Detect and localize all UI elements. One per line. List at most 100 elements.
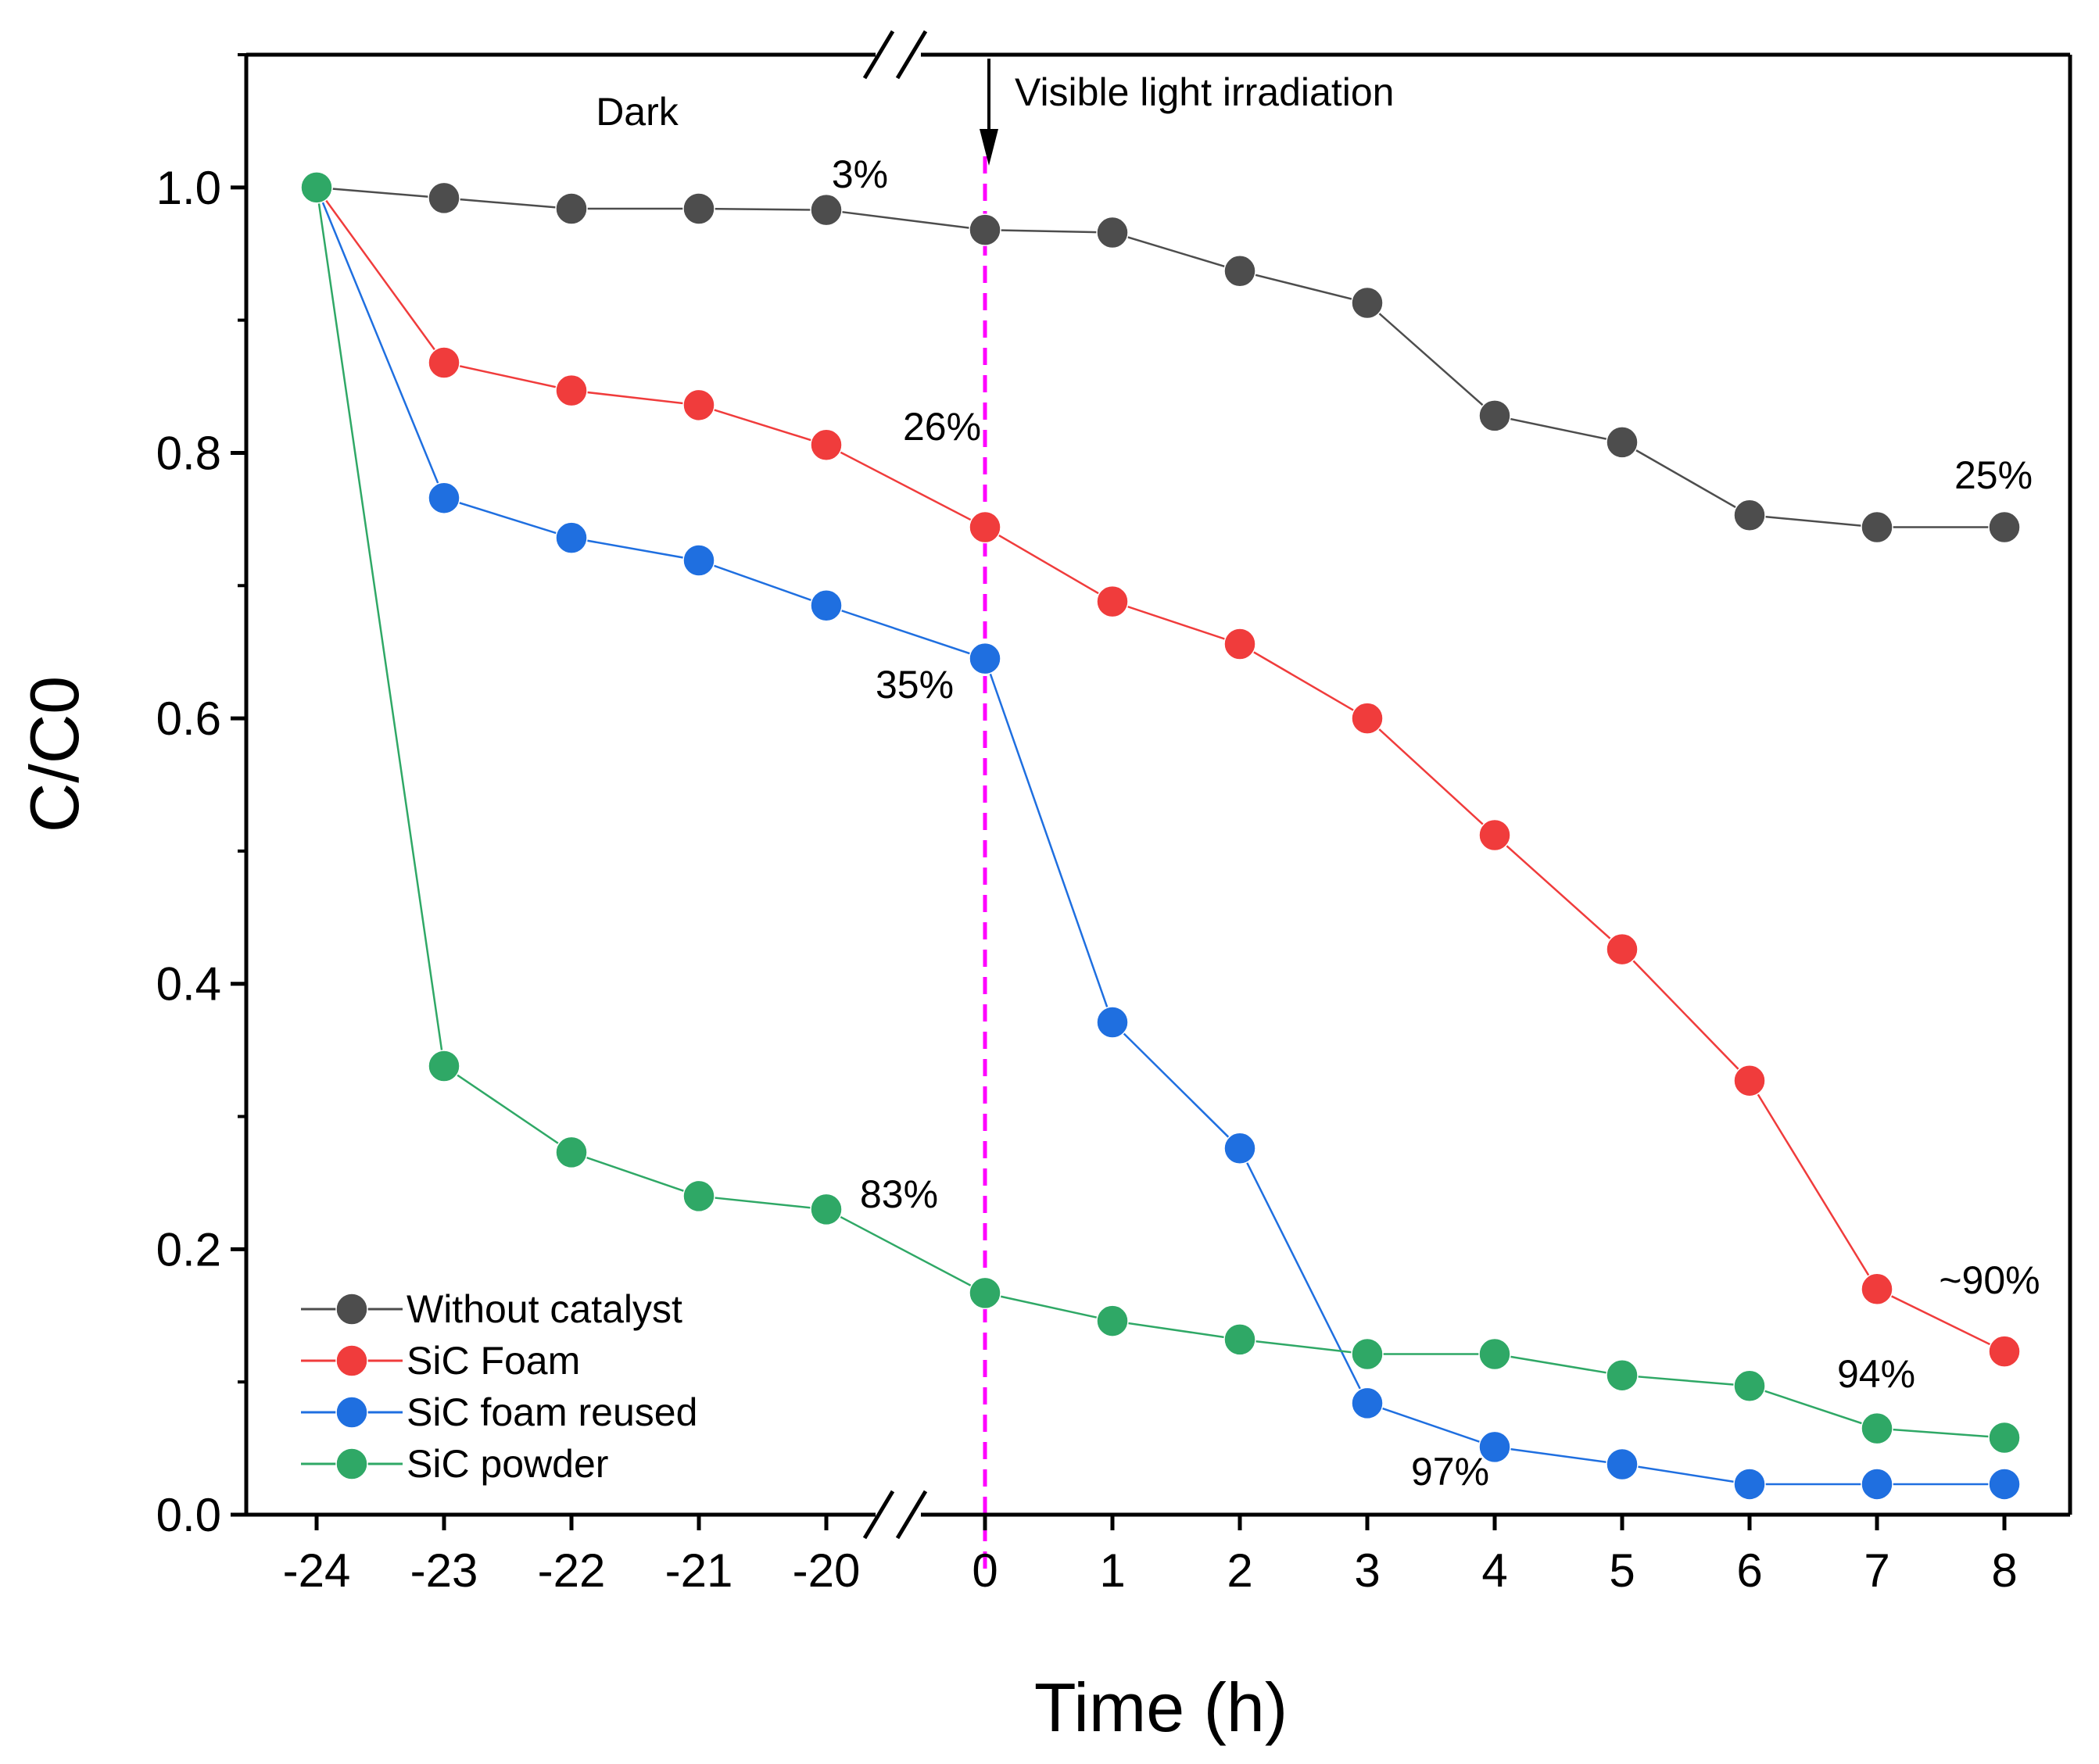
annotation-label: 3% — [832, 152, 888, 196]
series-2-point — [555, 374, 588, 407]
legend-label: SiC powder — [407, 1442, 608, 1486]
x-tick-label: -21 — [665, 1544, 733, 1597]
series-4-point — [1478, 1337, 1511, 1371]
series-4-point — [1351, 1337, 1384, 1371]
x-tick-label: 8 — [1991, 1544, 2017, 1597]
annotation-label: 94% — [1837, 1352, 1915, 1396]
series-4-point — [428, 1050, 460, 1082]
series-1-point — [1988, 510, 2021, 544]
light-region-label: Visible light irradiation — [1015, 70, 1394, 114]
series-1-point — [1096, 216, 1129, 249]
legend: Without catalyst SiC Foam SiC foam reused S… — [301, 1287, 697, 1486]
series-3-point — [555, 521, 588, 554]
legend-swatch-marker — [335, 1396, 368, 1429]
series-4-point — [1096, 1304, 1129, 1337]
annotation-label: 83% — [860, 1172, 938, 1216]
legend-swatch-marker — [335, 1344, 368, 1377]
series-2-point — [1861, 1272, 1893, 1306]
series-3-point — [1351, 1387, 1384, 1420]
dark-region-label: Dark — [596, 90, 679, 134]
x-tick-label: -22 — [538, 1544, 606, 1597]
series-4-point — [1223, 1323, 1256, 1356]
y-tick-label: 1.0 — [156, 162, 221, 214]
series-4-point — [969, 1276, 1001, 1310]
legend-swatch-marker — [335, 1293, 368, 1326]
x-tick-label: 4 — [1481, 1544, 1507, 1597]
series-2-point — [1351, 702, 1384, 735]
tick-labels: 0.0 0.2 0.4 0.6 0.8 1.0 -24 -23 -22 -21 -20 0 1 2 3 4 5 6… — [156, 162, 2018, 1597]
series-2-point — [1096, 585, 1129, 618]
series-3-point — [1223, 1132, 1256, 1165]
series-3-point — [682, 544, 715, 577]
series-3-point — [1861, 1468, 1893, 1501]
y-tick-label: 0.0 — [156, 1489, 221, 1541]
series-3-point — [1733, 1468, 1766, 1501]
series-1-point — [682, 192, 715, 225]
x-tick-label: 2 — [1227, 1544, 1252, 1597]
series-4-point — [810, 1193, 843, 1226]
series-3-point — [428, 481, 460, 514]
series-3-point — [1096, 1006, 1129, 1039]
series-line-3 — [315, 187, 2004, 1486]
series-2-point — [969, 510, 1001, 544]
series-2-point — [428, 346, 460, 379]
series-4-point — [682, 1179, 715, 1213]
series-2-point — [682, 388, 715, 422]
series-4-point — [555, 1136, 588, 1169]
x-tick-label: 7 — [1864, 1544, 1889, 1597]
legend-label: SiC foam reused — [407, 1390, 697, 1434]
annotation-label: ~90% — [1939, 1258, 2040, 1302]
legend-swatch-marker — [335, 1447, 368, 1480]
x-axis-break-mark-2 — [895, 1490, 928, 1540]
x-axis-title: Time (h) — [1034, 1669, 1288, 1746]
x-tick-label: -20 — [793, 1544, 861, 1597]
x-tick-label: 1 — [1099, 1544, 1125, 1597]
reference-line-group — [980, 59, 998, 1571]
series-4-point — [1606, 1358, 1639, 1392]
annotations: 3% 26% 35% 83% 25% ~90% 94% 97% — [832, 152, 2040, 1494]
x-tick-label: 6 — [1736, 1544, 1762, 1597]
series-line-2 — [315, 187, 2005, 1353]
series-3-point — [810, 589, 843, 622]
y-tick-label: 0.6 — [156, 692, 221, 745]
y-tick-label: 0.4 — [156, 958, 221, 1011]
series-1-point — [810, 193, 843, 227]
top-axis-break-mark-1 — [862, 30, 895, 80]
y-tick-label: 0.2 — [156, 1223, 221, 1276]
x-tick-label: 3 — [1354, 1544, 1380, 1597]
series-2-point — [1606, 932, 1639, 966]
series-1-point — [555, 192, 588, 225]
series-2-point — [1733, 1064, 1766, 1097]
light-arrow-head — [980, 129, 998, 166]
x-axis-break-mark-1 — [862, 1490, 895, 1540]
series-points — [300, 171, 2021, 1501]
series-1-point — [1351, 286, 1384, 320]
series-1-point — [969, 213, 1001, 246]
series-2-point — [1223, 628, 1256, 660]
y-axis-title: C/C0 — [16, 676, 93, 833]
annotation-label: 26% — [903, 405, 981, 449]
series-1-point — [1733, 499, 1766, 532]
x-tick-label: 0 — [972, 1544, 998, 1597]
legend-label: Without catalyst — [407, 1287, 682, 1331]
series-2-point — [1478, 818, 1511, 852]
series-4-point — [1988, 1421, 2021, 1454]
top-axis-break-mark-2 — [895, 30, 928, 80]
series-4-point — [300, 171, 333, 204]
series-2-point — [1988, 1335, 2021, 1368]
series-1-point — [428, 181, 460, 215]
series-3-point — [1988, 1468, 2021, 1501]
legend-label: SiC Foam — [407, 1339, 580, 1383]
series-1-point — [1478, 399, 1511, 432]
annotation-label: 25% — [1954, 453, 2033, 497]
series-3-point — [1478, 1430, 1511, 1464]
series-lines — [315, 186, 2005, 1486]
annotation-label: 35% — [876, 663, 954, 707]
x-tick-label: -23 — [410, 1544, 478, 1597]
x-tick-label: -24 — [283, 1544, 351, 1597]
y-tick-label: 0.8 — [156, 427, 221, 479]
series-line-4 — [315, 187, 2005, 1439]
annotation-label: 97% — [1411, 1450, 1489, 1494]
